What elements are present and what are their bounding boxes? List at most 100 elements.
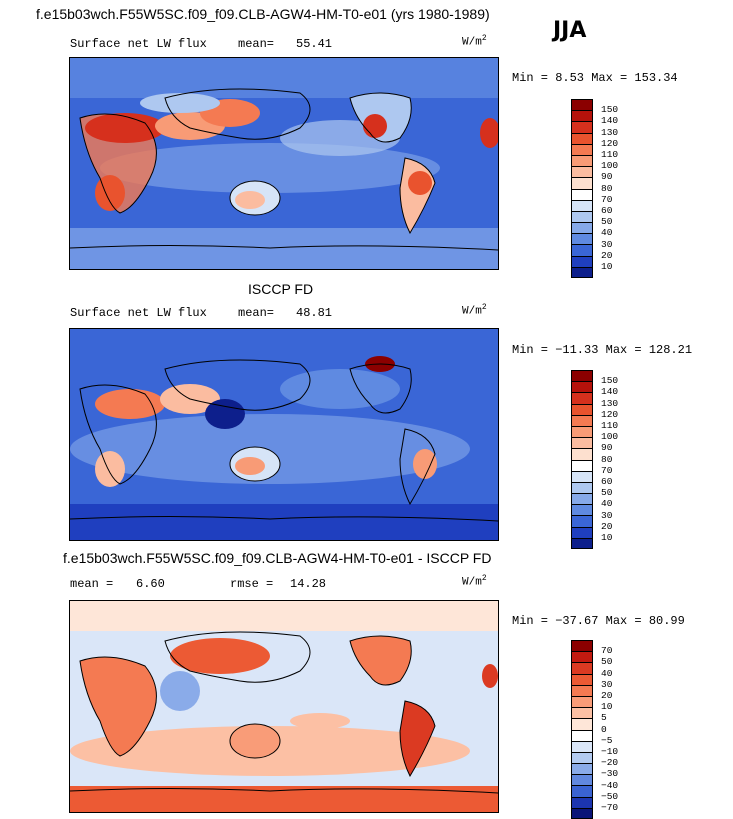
colorbar-segment bbox=[571, 414, 593, 426]
colorbar-segment bbox=[571, 121, 593, 133]
panel3-colorbar: 70 50 40 30 20 10 5 0 −5 −10 −20 −30 −40 −50 −70 bbox=[571, 640, 618, 819]
colorbar-segment bbox=[571, 99, 593, 111]
colorbar-tick-label: 120 bbox=[601, 408, 619, 420]
colorbar-segment bbox=[571, 481, 593, 494]
colorbar-segment bbox=[571, 740, 593, 752]
colorbar-tick-label: 30 bbox=[601, 238, 613, 250]
colorbar-segment bbox=[571, 255, 593, 267]
colorbar-tick-label: 40 bbox=[601, 227, 613, 239]
panel2-minmax: Min = −11.33 Max = 128.21 bbox=[512, 343, 693, 357]
colorbar-tick-label: −50 bbox=[601, 790, 619, 802]
colorbar-segment bbox=[571, 651, 593, 663]
colorbar-tick-label: 10 bbox=[601, 532, 613, 543]
colorbar-tick-label: 130 bbox=[601, 397, 619, 409]
colorbar-tick-label: 0 bbox=[601, 723, 607, 735]
panel3-rmse-label: rmse = bbox=[230, 577, 274, 591]
panel2-map-field bbox=[70, 329, 498, 540]
colorbar-segment bbox=[571, 381, 593, 393]
colorbar-tick-label: 140 bbox=[601, 386, 619, 398]
colorbar-tick-label: 70 bbox=[601, 193, 613, 205]
colorbar-tick-label: 90 bbox=[601, 442, 613, 454]
colorbar-tick-label: 60 bbox=[601, 205, 613, 216]
colorbar-tick-label: 50 bbox=[601, 216, 613, 228]
figure-title: f.e15b03wch.F55W5SC.f09_f09.CLB-AGW4-HM-… bbox=[36, 6, 490, 22]
colorbar-tick-label: 80 bbox=[601, 182, 613, 194]
colorbar-segment bbox=[571, 763, 593, 775]
colorbar-tick-label: 40 bbox=[601, 667, 613, 679]
colorbar-segment bbox=[571, 210, 593, 223]
colorbar-tick-label: −20 bbox=[601, 757, 619, 769]
colorbar-segment bbox=[571, 640, 593, 652]
colorbar-segment bbox=[571, 504, 593, 516]
colorbar-tick-label: −40 bbox=[601, 779, 619, 791]
panel2-units: W/m2 bbox=[462, 303, 487, 318]
colorbar-tick-label: 20 bbox=[601, 690, 613, 701]
colorbar-segment bbox=[571, 132, 593, 144]
panel2-mean-value: 48.81 bbox=[296, 306, 333, 320]
colorbar-tick-label: 130 bbox=[601, 126, 619, 138]
colorbar-segment bbox=[571, 266, 593, 278]
colorbar-segment bbox=[571, 244, 593, 256]
colorbar-segment bbox=[571, 143, 593, 155]
panel2-variable: Surface net LW flux bbox=[70, 306, 207, 320]
colorbar-segment bbox=[571, 515, 593, 527]
colorbar-tick-label: −10 bbox=[601, 746, 619, 757]
colorbar-segment bbox=[571, 796, 593, 808]
panel1-minmax: Min = 8.53 Max = 153.34 bbox=[512, 71, 678, 85]
colorbar-tick-label: 50 bbox=[601, 656, 613, 668]
colorbar-tick-label: 5 bbox=[601, 712, 607, 724]
colorbar-segment bbox=[571, 370, 593, 382]
colorbar-segment bbox=[571, 425, 593, 438]
colorbar-segment bbox=[571, 537, 593, 549]
panel2-title: ISCCP FD bbox=[248, 281, 314, 297]
colorbar-segment bbox=[571, 662, 593, 674]
colorbar-tick-label: 20 bbox=[601, 520, 613, 532]
panel3-units: W/m2 bbox=[462, 574, 487, 589]
colorbar-tick-label: 90 bbox=[601, 171, 613, 183]
colorbar-segment bbox=[571, 684, 593, 696]
colorbar-tick-label: 10 bbox=[601, 261, 613, 272]
colorbar-segment bbox=[571, 751, 593, 764]
season-label: JJA bbox=[553, 18, 587, 43]
colorbar-tick-label: 80 bbox=[601, 453, 613, 465]
colorbar-segment bbox=[571, 695, 593, 708]
colorbar-segment bbox=[571, 392, 593, 404]
colorbar-segment bbox=[571, 707, 593, 719]
panel1-map-field bbox=[70, 58, 498, 269]
colorbar-tick-label: 70 bbox=[601, 464, 613, 476]
colorbar-tick-label: 20 bbox=[601, 249, 613, 261]
colorbar-tick-label: 30 bbox=[601, 509, 613, 521]
panel3-mean-value: 6.60 bbox=[136, 577, 165, 591]
colorbar-segment bbox=[571, 718, 593, 730]
colorbar-segment bbox=[571, 673, 593, 685]
panel1-variable: Surface net LW flux bbox=[70, 37, 207, 51]
panel3-title: f.e15b03wch.F55W5SC.f09_f09.CLB-AGW4-HM-… bbox=[63, 550, 492, 566]
panel3-map bbox=[69, 600, 499, 813]
colorbar-tick-label: 150 bbox=[601, 104, 619, 116]
colorbar-tick-label: 110 bbox=[601, 149, 619, 160]
panel1-units: W/m2 bbox=[462, 34, 487, 49]
panel3-rmse-value: 14.28 bbox=[290, 577, 327, 591]
colorbar-segment bbox=[571, 526, 593, 538]
panel3-map-field bbox=[70, 601, 498, 812]
panel3-minmax: Min = −37.67 Max = 80.99 bbox=[512, 614, 685, 628]
colorbar-segment bbox=[571, 470, 593, 482]
colorbar-segment bbox=[571, 222, 593, 234]
colorbar-segment bbox=[571, 785, 593, 797]
colorbar-tick-label: 30 bbox=[601, 678, 613, 690]
colorbar-segment bbox=[571, 448, 593, 460]
panel1-mean-value: 55.41 bbox=[296, 37, 333, 51]
colorbar-tick-label: −30 bbox=[601, 768, 619, 780]
colorbar-tick-label: 140 bbox=[601, 115, 619, 127]
colorbar-segment bbox=[571, 188, 593, 200]
colorbar-segment bbox=[571, 110, 593, 122]
colorbar-tick-label: 60 bbox=[601, 476, 613, 487]
colorbar-segment bbox=[571, 154, 593, 167]
panel2-colorbar: 150 140 130 120 110 100 90 80 70 60 50 40 30 20 10 bbox=[571, 370, 618, 549]
colorbar-segment bbox=[571, 774, 593, 786]
colorbar-segment bbox=[571, 437, 593, 449]
colorbar-tick-label: 150 bbox=[601, 375, 619, 387]
colorbar-tick-label: −70 bbox=[601, 802, 619, 813]
colorbar-segment bbox=[571, 459, 593, 471]
colorbar-tick-label: 120 bbox=[601, 137, 619, 149]
